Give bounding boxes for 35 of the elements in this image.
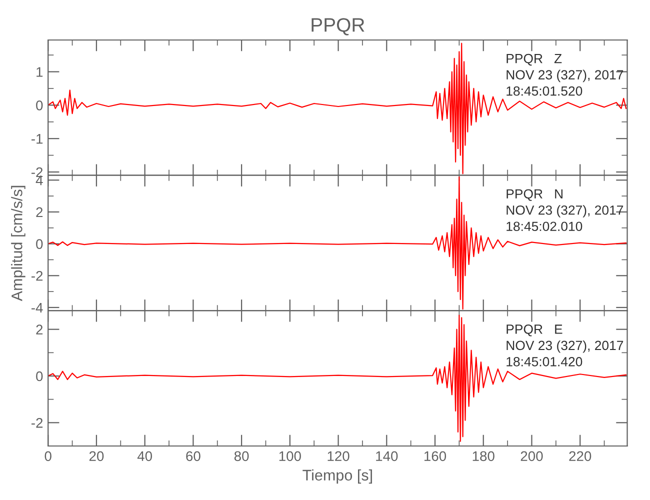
x-tick-label: 0 bbox=[44, 451, 52, 462]
annotation: NOV 23 (327), 2017 bbox=[506, 340, 624, 353]
x-tick-label: 60 bbox=[186, 451, 200, 462]
x-tick-label: 140 bbox=[376, 451, 398, 462]
y-tick-label: -2 bbox=[32, 270, 43, 281]
annotation: PPQR Z bbox=[506, 54, 562, 66]
annotation: 18:45:01.520 bbox=[506, 86, 582, 96]
y-tick-label: 0 bbox=[36, 239, 43, 249]
annotation: PPQR N bbox=[506, 189, 562, 201]
x-tick-label: 160 bbox=[424, 451, 446, 462]
y-tick-label: 0 bbox=[36, 100, 43, 110]
annotation: NOV 23 (327), 2017 bbox=[506, 70, 624, 82]
y-tick-label: -1 bbox=[32, 134, 43, 144]
y-tick-label: 0 bbox=[36, 371, 43, 382]
chart-title: PPQR bbox=[312, 18, 364, 36]
x-tick-label: 180 bbox=[472, 451, 494, 462]
y-tick-label: 1 bbox=[36, 67, 43, 77]
y-tick-label: -4 bbox=[32, 302, 43, 313]
y-tick-label: -2 bbox=[32, 418, 43, 428]
y-tick-label: 2 bbox=[36, 324, 43, 334]
x-tick-label: 100 bbox=[279, 451, 301, 462]
x-axis-title: Tiempo [s] bbox=[302, 469, 372, 484]
annotation: PPQR E bbox=[506, 324, 562, 336]
x-tick-label: 40 bbox=[137, 451, 152, 462]
annotation: 18:45:02.010 bbox=[506, 222, 582, 232]
x-tick-label: 80 bbox=[234, 451, 249, 462]
y-axis-title: Amplitud [cm/s/s] bbox=[11, 186, 26, 302]
x-tick-label: 20 bbox=[89, 451, 104, 462]
annotation: NOV 23 (327), 2017 bbox=[506, 205, 624, 218]
y-tick-label: 2 bbox=[36, 207, 43, 217]
line-series bbox=[48, 314, 627, 442]
annotation: 18:45:01.420 bbox=[506, 357, 582, 366]
x-tick-label: 220 bbox=[569, 451, 592, 462]
x-tick-label: 200 bbox=[520, 451, 543, 462]
x-tick-label: 120 bbox=[328, 451, 350, 462]
